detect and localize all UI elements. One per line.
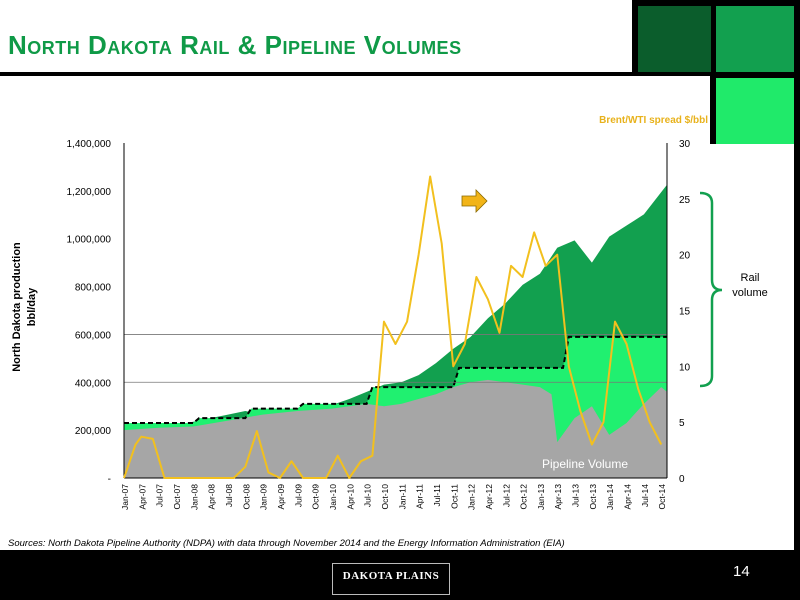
arrow-group bbox=[461, 189, 488, 213]
y2-tick-label: 10 bbox=[679, 362, 691, 373]
source-note: Sources: North Dakota Pipeline Authority… bbox=[8, 538, 565, 549]
y-tick-label: 200,000 bbox=[75, 426, 112, 437]
pipeline-capacity-line bbox=[124, 335, 667, 424]
decor-square-dark bbox=[638, 6, 711, 72]
x-tick-label: Oct-09 bbox=[311, 484, 321, 510]
x-tick-label: Apr-14 bbox=[623, 484, 633, 510]
x-tick-label: Apr-10 bbox=[345, 484, 355, 510]
content-panel-right bbox=[710, 144, 794, 550]
x-tick-label: Oct-11 bbox=[449, 484, 459, 509]
x-tick-label: Apr-13 bbox=[553, 484, 563, 510]
y-axis-label: North Dakota production bbl/day bbox=[11, 242, 38, 372]
y-tick-label: 1,200,000 bbox=[67, 187, 112, 198]
y2-tick-label: 20 bbox=[679, 251, 691, 262]
x-tick-label: Jan-07 bbox=[120, 484, 130, 510]
x-tick-label: Jan-09 bbox=[259, 484, 269, 510]
y2-tick-label: 30 bbox=[679, 139, 691, 150]
pipeline-volume-label: Pipeline Volume bbox=[542, 457, 628, 471]
rail-brace-group: Rail volume bbox=[699, 191, 768, 388]
page-number: 14 bbox=[733, 563, 750, 580]
y-tick-label: 600,000 bbox=[75, 330, 112, 341]
x-tick-label: Jul-10 bbox=[363, 484, 373, 507]
x-tick-label: Jul-13 bbox=[571, 484, 581, 507]
brent-wti-spread-line bbox=[123, 175, 663, 479]
y-tick-label: 1,400,000 bbox=[67, 139, 112, 150]
arrow-icon bbox=[461, 189, 488, 213]
x-tick-label: Apr-11 bbox=[415, 484, 425, 509]
y2-tick-label: 25 bbox=[679, 195, 691, 206]
y2-axis-label: Brent/WTI spread $/bbl bbox=[599, 115, 708, 126]
decor-square-mid bbox=[716, 6, 794, 72]
rail-brace bbox=[699, 191, 723, 388]
x-tick-label: Apr-08 bbox=[207, 484, 217, 510]
x-tick-label: Oct-12 bbox=[519, 484, 529, 510]
rail-volume-label: Rail bbox=[741, 272, 760, 284]
x-tick-label: Jan-12 bbox=[467, 484, 477, 510]
y-tick-label: - bbox=[108, 474, 111, 485]
decor-square-light bbox=[716, 78, 794, 144]
slide-title: North Dakota Rail & Pipeline Volumes bbox=[8, 30, 462, 60]
x-tick-label: Oct-10 bbox=[380, 484, 390, 510]
x-tick-label: Jan-11 bbox=[397, 484, 407, 510]
pipeline-volume-area bbox=[124, 379, 667, 478]
x-tick-label: Jul-07 bbox=[155, 484, 165, 507]
x-tick-label: Jan-08 bbox=[189, 484, 199, 510]
x-tick-label: Jul-14 bbox=[640, 484, 650, 507]
y-axis-label-line: North Dakota production bbox=[11, 242, 23, 372]
y-tick-label: 800,000 bbox=[75, 283, 112, 294]
y-tick-label: 1,000,000 bbox=[67, 235, 112, 246]
x-tick-label: Apr-12 bbox=[484, 484, 494, 510]
y2-tick-label: 0 bbox=[679, 474, 685, 485]
rail-volume-label: volume bbox=[732, 287, 767, 299]
x-tick-label: Jul-08 bbox=[224, 484, 234, 507]
header-band: North Dakota Rail & Pipeline Volumes bbox=[0, 0, 632, 72]
y-tick-label: 400,000 bbox=[75, 378, 112, 389]
x-tick-label: Jul-11 bbox=[432, 484, 442, 507]
x-tick-label: Jan-13 bbox=[536, 484, 546, 510]
x-tick-label: Jul-09 bbox=[293, 484, 303, 507]
x-tick-label: Jan-14 bbox=[605, 484, 615, 510]
x-tick-label: Jan-10 bbox=[328, 484, 338, 510]
x-tick-label: Jul-12 bbox=[501, 484, 511, 507]
x-tick-label: Oct-14 bbox=[657, 484, 667, 510]
y2-tick-label: 15 bbox=[679, 307, 691, 318]
company-logo: DAKOTA PLAINS bbox=[332, 563, 450, 595]
x-tick-label: Apr-09 bbox=[276, 484, 286, 510]
x-tick-label: Oct-07 bbox=[172, 484, 182, 510]
y-axis-label-line: bbl/day bbox=[26, 287, 38, 326]
logo-text: DAKOTA PLAINS bbox=[342, 570, 440, 582]
x-tick-label: Oct-08 bbox=[241, 484, 251, 510]
x-tick-label: Oct-13 bbox=[588, 484, 598, 510]
x-tick-label: Apr-07 bbox=[137, 484, 147, 510]
y2-tick-label: 5 bbox=[679, 418, 685, 429]
